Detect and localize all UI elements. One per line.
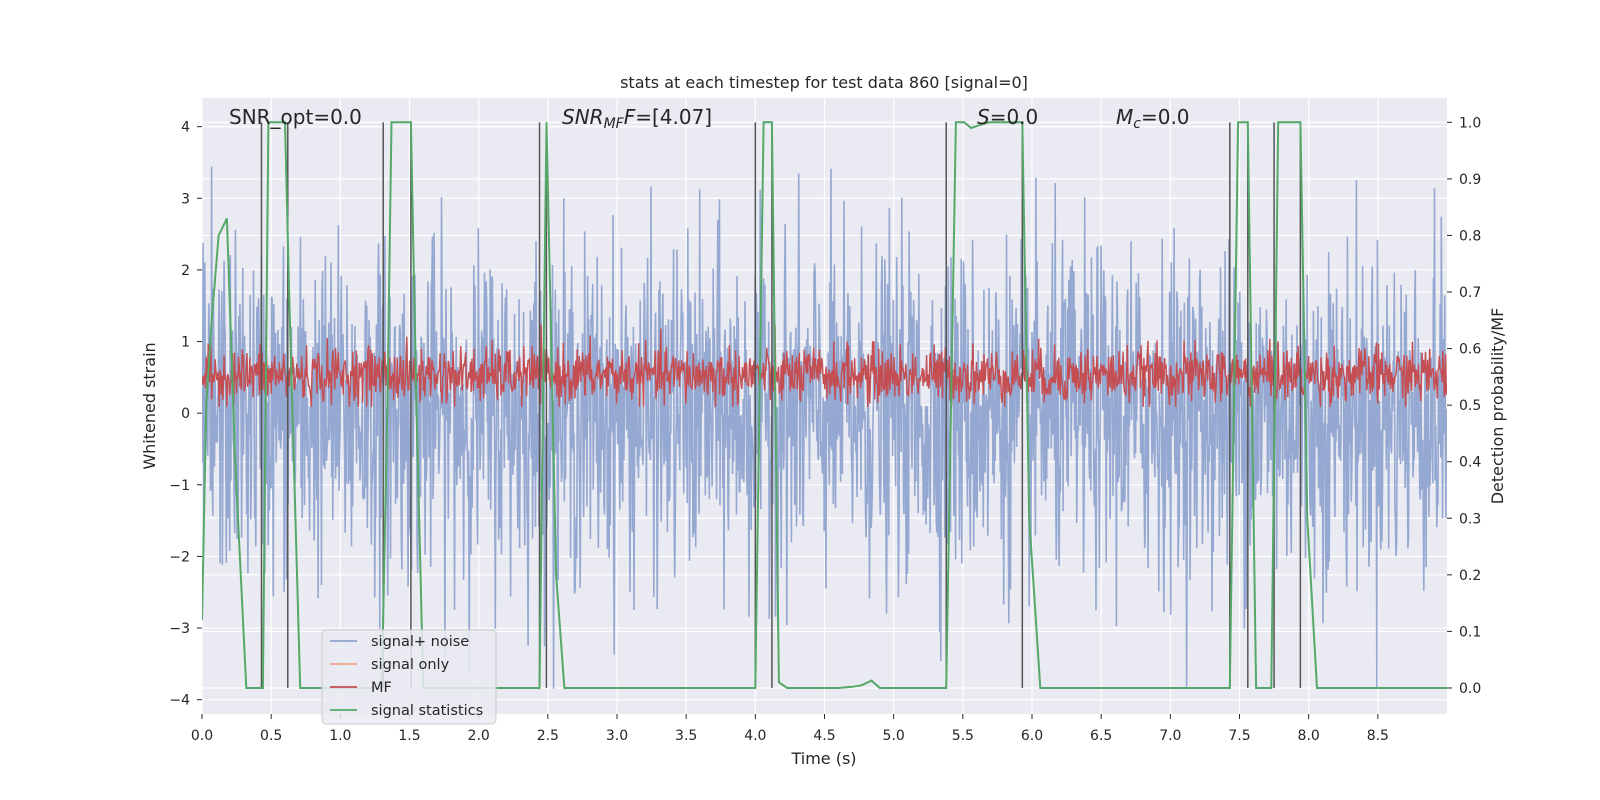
x-tick-label-4: 2.0 bbox=[468, 728, 490, 744]
x-tick-label-13: 6.5 bbox=[1090, 728, 1112, 744]
annotation-s: S=0.0 bbox=[977, 105, 1038, 129]
x-tick-label-2: 1.0 bbox=[329, 728, 351, 744]
annotation-snr-mf-sub: MF bbox=[604, 116, 625, 132]
y-tick-label-6: 2 bbox=[181, 263, 190, 279]
x-tick-label-9: 4.5 bbox=[813, 728, 835, 744]
legend-label-signal-statistics: signal statistics bbox=[371, 703, 483, 719]
y-tick-label-1: −3 bbox=[169, 621, 190, 637]
x-tick-label-17: 8.5 bbox=[1367, 728, 1389, 744]
legend-label-signal-noise: signal+ noise bbox=[371, 634, 469, 650]
legend-label-signal-only: signal only bbox=[371, 657, 450, 673]
y-tick-label-2: −2 bbox=[169, 549, 190, 565]
series-mf-line bbox=[202, 324, 1447, 407]
x-tick-label-11: 5.5 bbox=[952, 728, 974, 744]
x-tick-label-14: 7.0 bbox=[1159, 728, 1181, 744]
annotation-mc: Mc=0.0 bbox=[1116, 105, 1190, 132]
x-tick-label-15: 7.5 bbox=[1228, 728, 1250, 744]
x-tick-label-0: 0.0 bbox=[191, 728, 213, 744]
y2-tick-label-8: 0.8 bbox=[1459, 228, 1481, 244]
y2-tick-label-3: 0.3 bbox=[1459, 511, 1481, 527]
y2-tick-label-6: 0.6 bbox=[1459, 342, 1481, 358]
y2-axis-label: Detection probability/MF bbox=[1488, 308, 1507, 505]
x-tick-label-1: 0.5 bbox=[260, 728, 282, 744]
x-tick-label-7: 3.5 bbox=[675, 728, 697, 744]
annotation-snr-mf-main: SNR bbox=[562, 105, 604, 129]
y-tick-label-5: 1 bbox=[181, 335, 190, 351]
x-tick-label-3: 1.5 bbox=[398, 728, 420, 744]
y2-axis-ticks: 0.0 0.1 0.2 0.3 0.4 0.5 0.6 0.7 0.8 0.9 1.0 bbox=[1447, 115, 1481, 697]
series-signal-statistics-line bbox=[202, 121, 1447, 689]
y-axis-ticks: −4 −3 −2 −1 0 1 2 3 4 bbox=[169, 120, 202, 709]
x-axis-ticks: 0.0 0.5 1.0 1.5 2.0 2.5 3.0 3.5 4.0 4.5 5.0 5.5 6.0 6… bbox=[191, 714, 1389, 744]
chart-title: stats at each timestep for test data 860… bbox=[620, 73, 1028, 92]
annotation-mc-value: =0.0 bbox=[1141, 105, 1190, 129]
y-axis-label: Whitened strain bbox=[140, 342, 159, 469]
y-tick-label-7: 3 bbox=[181, 191, 190, 207]
y2-tick-label-0: 0.0 bbox=[1459, 681, 1481, 697]
x-tick-label-16: 8.0 bbox=[1298, 728, 1320, 744]
legend-label-mf: MF bbox=[371, 680, 392, 696]
y-tick-label-0: −4 bbox=[169, 693, 190, 709]
y2-tick-label-2: 0.2 bbox=[1459, 568, 1481, 584]
x-axis-label: Time (s) bbox=[790, 749, 856, 768]
x-tick-label-10: 5.0 bbox=[883, 728, 905, 744]
annotation-snr-mf-value: =[4.07] bbox=[635, 105, 712, 129]
y2-tick-label-4: 0.4 bbox=[1459, 455, 1481, 471]
series-signal-noise-line bbox=[202, 166, 1447, 689]
x-tick-label-12: 6.0 bbox=[1021, 728, 1043, 744]
x-tick-label-6: 3.0 bbox=[606, 728, 628, 744]
y-tick-label-4: 0 bbox=[181, 406, 190, 422]
y2-tick-label-5: 0.5 bbox=[1459, 398, 1481, 414]
annotation-s-value: =0.0 bbox=[990, 105, 1039, 129]
x-tick-label-5: 2.5 bbox=[537, 728, 559, 744]
y2-tick-label-10: 1.0 bbox=[1459, 115, 1481, 131]
y-tick-label-3: −1 bbox=[169, 478, 190, 494]
y2-tick-label-1: 0.1 bbox=[1459, 624, 1481, 640]
y2-tick-label-7: 0.7 bbox=[1459, 285, 1481, 301]
annotation-mc-sub: c bbox=[1133, 116, 1141, 132]
annotation-snr-opt: SNR_opt=0.0 bbox=[229, 105, 362, 129]
annotation-snr-mf-f: F bbox=[624, 105, 636, 129]
legend: signal+ noise signal only MF signal stat… bbox=[321, 629, 497, 725]
annotation-s-main: S bbox=[977, 105, 990, 129]
annotation-snr-mf: SNRMFF=[4.07] bbox=[562, 105, 712, 132]
x-tick-label-8: 4.0 bbox=[744, 728, 766, 744]
y2-tick-label-9: 0.9 bbox=[1459, 172, 1481, 188]
detection-markers bbox=[260, 122, 1302, 688]
y-tick-label-8: 4 bbox=[181, 120, 190, 136]
annotation-mc-main: M bbox=[1116, 105, 1133, 129]
